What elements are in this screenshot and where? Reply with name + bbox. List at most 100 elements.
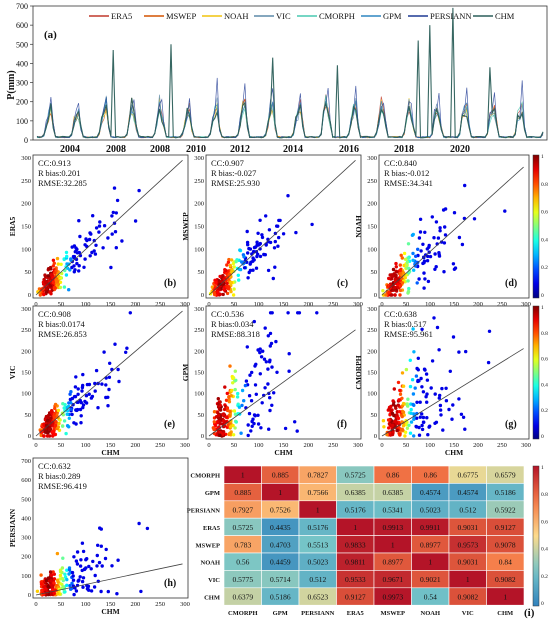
scatter-points	[38, 311, 132, 438]
scatter-point	[412, 268, 416, 272]
heatmap-panel-i: 1 0.885 0.7827 0.5725 0.86 0.86 0.6775 0.6579 0.…	[187, 465, 535, 619]
scatter-point	[411, 327, 415, 331]
scatter-point	[463, 183, 467, 188]
scatter-xtick-label: 100	[254, 301, 264, 308]
scatter-point	[409, 411, 413, 415]
scatter-point	[256, 413, 260, 417]
scatter-point	[231, 376, 236, 380]
scatter-point	[294, 230, 298, 235]
scatter-point	[56, 591, 60, 596]
scatter-point	[95, 564, 99, 568]
stat-cc: CC:0.908	[38, 309, 71, 319]
scatter-point	[52, 577, 57, 581]
scatter-point	[229, 280, 233, 285]
heatmap-cell-value: 0.6385	[345, 488, 366, 497]
scatter-point	[91, 559, 95, 564]
scatter-point	[76, 400, 80, 404]
scatter-point	[268, 396, 272, 400]
scatter-point	[76, 579, 80, 583]
scatter-point	[89, 567, 93, 571]
scatter-point	[420, 327, 424, 331]
heatmap-cell-value: 0.512	[459, 506, 476, 515]
scatter-xtick-label: 250	[155, 442, 165, 449]
scatter-point	[247, 411, 252, 416]
scatter-point	[67, 416, 72, 420]
scatter-point	[108, 361, 112, 365]
scatter-point	[230, 269, 235, 273]
scatter-point	[218, 408, 223, 412]
scatter-point	[406, 242, 411, 246]
scatter-point	[52, 591, 56, 596]
scatter-points	[36, 186, 141, 297]
scatter-point	[237, 267, 242, 272]
panel-a-series-lines	[36, 7, 544, 139]
scatter-point	[245, 345, 249, 349]
scatter-point	[418, 230, 423, 234]
scatter-point	[62, 406, 66, 410]
scatter-ytick-label: 200	[21, 201, 31, 208]
scatter-point	[460, 242, 465, 247]
scatter-xtick-label: 150	[279, 442, 289, 449]
scatter-xtick-label: 0	[207, 301, 210, 308]
scatter-point	[93, 252, 98, 256]
scatter-xtick-label: 0	[207, 442, 210, 449]
scatter-point	[438, 229, 442, 233]
scatter-panel-label: (g)	[505, 419, 517, 430]
scatter-point	[225, 263, 229, 267]
heatmap-cell-value: 0.5186	[270, 593, 291, 602]
scatter-point	[267, 228, 272, 232]
scatter-point	[82, 265, 86, 269]
scatter-point	[415, 416, 419, 420]
scatter-ytick-label: 100	[21, 573, 31, 580]
scatter-point	[401, 424, 406, 428]
scatter-point	[53, 402, 58, 407]
scatter-point	[75, 407, 80, 412]
scatter-xtick-label: 200	[303, 442, 313, 449]
scatter-panel-label: (f)	[337, 419, 347, 430]
scatter-points	[381, 183, 507, 297]
scatter-point	[392, 387, 396, 391]
scatter-point	[256, 231, 260, 235]
scatter-xtick-label: 50	[231, 442, 238, 449]
scatter-point	[315, 311, 319, 315]
scatter-point	[381, 419, 386, 423]
heatmap-cell-value: 0.9127	[495, 523, 516, 532]
scatter-point	[256, 422, 261, 426]
scatter-point	[80, 541, 85, 545]
scatter-point	[48, 570, 53, 574]
scatter-point	[81, 383, 85, 388]
scatter-point	[104, 395, 108, 400]
scatter-point	[60, 576, 64, 581]
colorbar-tick-label: 1	[541, 154, 544, 160]
scatter-point	[58, 285, 63, 290]
scatter-point	[433, 267, 437, 271]
scatter-xlabel: CHM	[101, 448, 119, 457]
scatter-point	[106, 404, 110, 408]
scatter-point	[128, 311, 132, 315]
scatter-point	[67, 572, 71, 576]
fit-line	[381, 348, 524, 437]
heatmap-cell-value: 0.9533	[345, 575, 366, 584]
scatter-point	[239, 431, 243, 435]
scatter-ytick-label: 200	[21, 348, 31, 355]
scatter-point	[447, 407, 451, 412]
heatmap-cell	[486, 587, 525, 606]
scatter-panel-label: (b)	[164, 278, 176, 289]
heatmap-cell-value: 0.5023	[307, 558, 328, 567]
scatter-point	[414, 425, 419, 429]
heatmap-cell-value: 0.6775	[457, 471, 478, 480]
scatter-frame	[32, 457, 189, 599]
scatter-point	[451, 403, 455, 407]
scatter-point	[87, 237, 92, 242]
scatter-point	[267, 360, 272, 364]
scatter-frame	[378, 305, 530, 440]
scatter-xtick-label: 50	[58, 301, 65, 308]
scatter-point	[213, 286, 217, 291]
scatter-point	[232, 409, 237, 413]
stat-cc: CC:0.907	[211, 158, 244, 168]
stat-cc: CC:0.913	[38, 158, 71, 168]
scatter-xtick-label: 50	[58, 601, 65, 608]
scatter-ytick-label: 50	[25, 412, 32, 419]
